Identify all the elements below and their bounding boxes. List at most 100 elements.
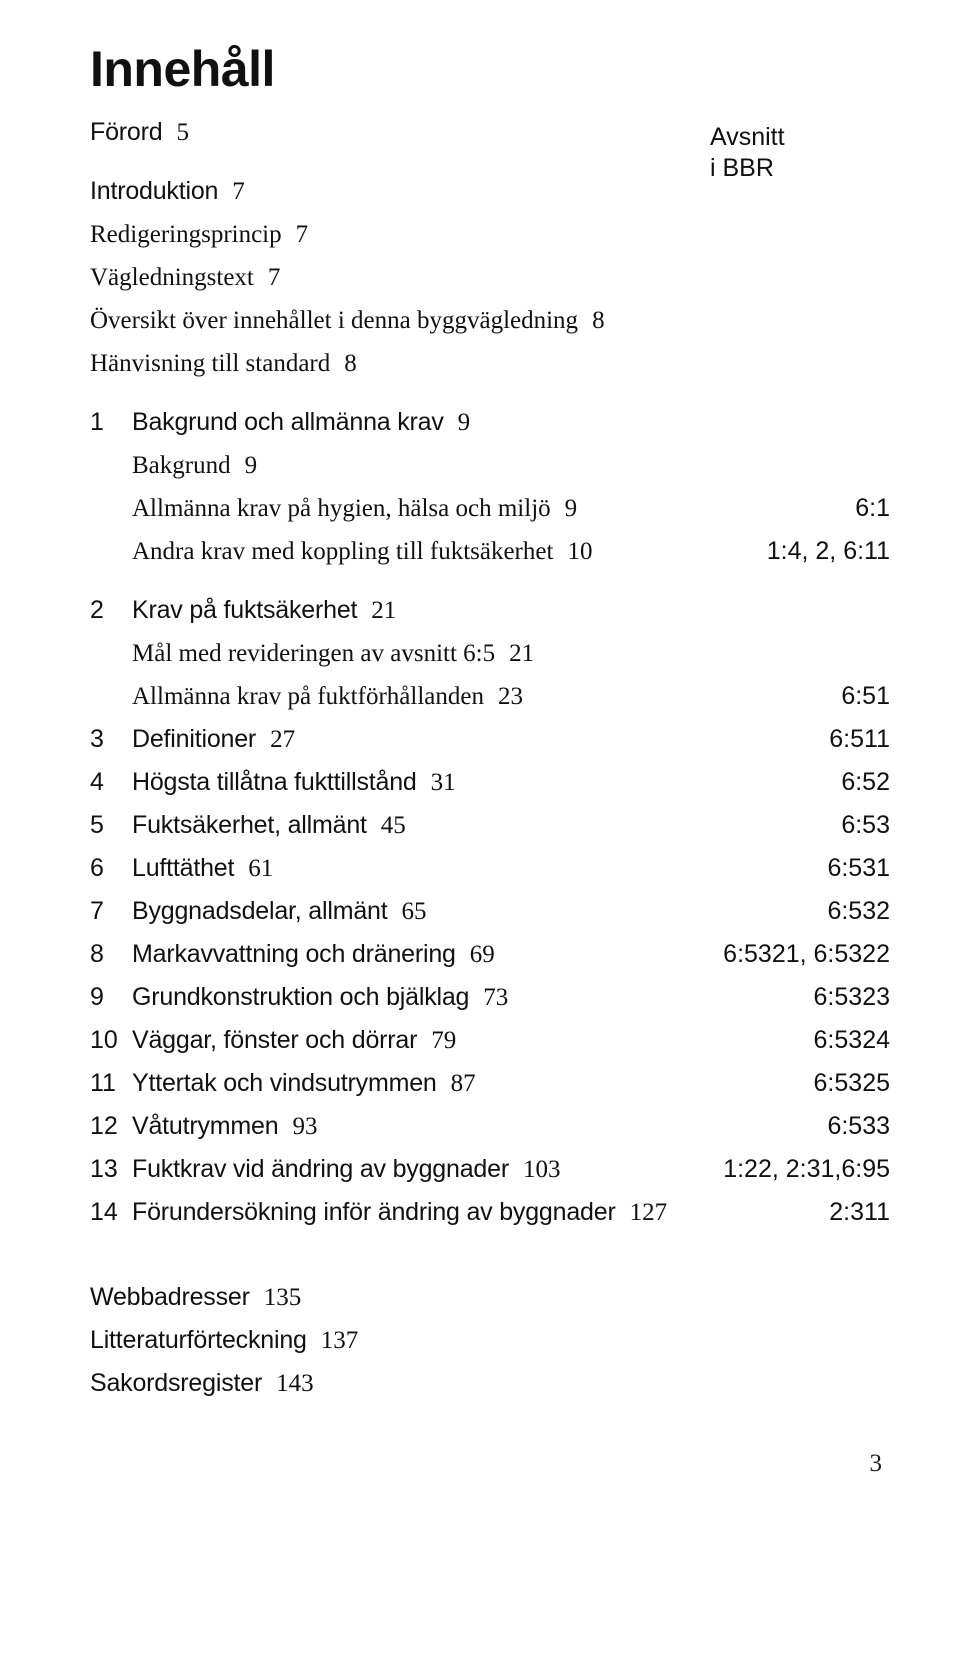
toc-row-label: Hänvisning till standard [90, 351, 344, 376]
toc-row: 13Fuktkrav vid ändring av byggnader1031:… [90, 1157, 890, 1182]
toc-row-number: 14 [90, 1200, 132, 1225]
toc-row-page: 10 [567, 539, 592, 564]
toc-row-page: 93 [292, 1114, 317, 1139]
toc-row-page: 7 [296, 222, 309, 247]
toc-row-bbr: 6:532 [811, 899, 890, 924]
toc-row-number: 5 [90, 813, 132, 838]
toc-row: 2Krav på fuktsäkerhet21 [90, 598, 890, 623]
toc-row-page: 87 [451, 1071, 476, 1096]
toc-row-bbr: 6:1 [839, 496, 890, 521]
toc-row: 9Grundkonstruktion och bjälklag736:5323 [90, 985, 890, 1010]
toc-row-number: 7 [90, 899, 132, 924]
toc-row-page: 8 [344, 351, 357, 376]
toc-row-bbr: 6:533 [811, 1114, 890, 1139]
toc-row-bbr: 6:52 [825, 770, 890, 795]
toc-row-label: Översikt över innehållet i denna byggväg… [90, 308, 592, 333]
toc-row-page: 143 [276, 1371, 314, 1396]
toc-page: Innehåll Avsnitt i BBR .Förord5.Introduk… [90, 40, 890, 1478]
toc-row: .Litteraturförteckning137 [90, 1328, 890, 1353]
toc-row-number: 11 [90, 1071, 132, 1096]
toc-row-page: 21 [509, 641, 534, 666]
column-header-line1: Avsnitt [710, 123, 785, 151]
toc-row-label: Högsta tillåtna fukttillstånd [132, 770, 431, 795]
toc-row-page: 27 [270, 727, 295, 752]
toc-row-label: Definitioner [132, 727, 270, 752]
toc-row-label: Byggnadsdelar, allmänt [132, 899, 402, 924]
toc-row-bbr: 6:53 [825, 813, 890, 838]
toc-row: .Vägledningstext7 [90, 265, 890, 290]
toc-row-label: Bakgrund [132, 453, 245, 478]
toc-row-label: Yttertak och vindsutrymmen [132, 1071, 451, 1096]
toc-row: .Redigeringsprincip7 [90, 222, 890, 247]
toc-row-bbr: 6:51 [825, 684, 890, 709]
toc-row-page: 9 [565, 496, 578, 521]
toc-row: 4Högsta tillåtna fukttillstånd316:52 [90, 770, 890, 795]
toc-row: 3Definitioner27 6:511 [90, 727, 890, 752]
toc-row-label: Litteraturförteckning [90, 1328, 321, 1353]
toc-row-label: Krav på fuktsäkerhet [132, 598, 371, 623]
toc-row: .Hänvisning till standard8 [90, 351, 890, 376]
toc-row-label: Förord [90, 120, 176, 145]
toc-row-label: Webbadresser [90, 1285, 264, 1310]
toc-row-label: Väggar, fönster och dörrar [132, 1028, 431, 1053]
toc-row-number: 10 [90, 1028, 132, 1053]
toc-row-bbr: 2:311 [813, 1200, 890, 1225]
toc-row: .Allmänna krav på fuktförhållanden236:51 [90, 684, 890, 709]
toc-row: 14Förundersökning inför ändring av byggn… [90, 1200, 890, 1225]
toc-row-label: Andra krav med koppling till fuktsäkerhe… [132, 539, 567, 564]
toc-row-page: 103 [523, 1157, 561, 1182]
page-number: 3 [90, 1450, 890, 1478]
toc-row-page: 137 [321, 1328, 359, 1353]
toc-row-number: 6 [90, 856, 132, 881]
toc-row: 11Yttertak och vindsutrymmen876:5325 [90, 1071, 890, 1096]
toc-row-bbr: 6:531 [811, 856, 890, 881]
toc-row-label: Förundersökning inför ändring av byggnad… [132, 1200, 630, 1225]
toc-row-page: 135 [264, 1285, 302, 1310]
toc-row-label: Mål med revideringen av avsnitt 6:5 [132, 641, 509, 666]
toc-row-label: Allmänna krav på fuktförhållanden [132, 684, 498, 709]
toc-row: .Sakordsregister143 [90, 1371, 890, 1396]
toc-row-label: Grundkonstruktion och bjälklag [132, 985, 483, 1010]
toc-row-page: 8 [592, 308, 605, 333]
toc-row-label: Fuktsäkerhet, allmänt [132, 813, 381, 838]
toc-row-page: 73 [483, 985, 508, 1010]
toc-row: 12Våtutrymmen936:533 [90, 1114, 890, 1139]
toc-row-page: 21 [371, 598, 396, 623]
toc-rows: .Förord5.Introduktion7.Redigeringsprinci… [90, 120, 890, 1396]
toc-row-page: 61 [248, 856, 273, 881]
toc-row: .Allmänna krav på hygien, hälsa och milj… [90, 496, 890, 521]
toc-row-label: Markavvattning och dränering [132, 942, 470, 967]
toc-row-number: 2 [90, 598, 132, 623]
toc-row: 10Väggar, fönster och dörrar796:5324 [90, 1028, 890, 1053]
toc-row-page: 7 [232, 179, 245, 204]
column-header: Avsnitt i BBR [710, 122, 785, 185]
toc-row-page: 45 [381, 813, 406, 838]
toc-row-bbr: 6:5324 [798, 1028, 890, 1053]
toc-row: 8Markavvattning och dränering696:5321, 6… [90, 942, 890, 967]
toc-row-number: 9 [90, 985, 132, 1010]
toc-row: 1Bakgrund och allmänna krav9 [90, 410, 890, 435]
toc-row: 7Byggnadsdelar, allmänt65 6:532 [90, 899, 890, 924]
toc-row: 5Fuktsäkerhet, allmänt45 6:53 [90, 813, 890, 838]
toc-row-bbr: 1:4, 2, 6:11 [751, 539, 890, 564]
toc-row-page: 69 [470, 942, 495, 967]
toc-row: .Mål med revideringen av avsnitt 6:521 [90, 641, 890, 666]
toc-row-page: 127 [630, 1200, 668, 1225]
toc-row-page: 65 [402, 899, 427, 924]
toc-row-label: Lufttäthet [132, 856, 248, 881]
toc-row-label: Redigeringsprincip [90, 222, 296, 247]
column-header-line2: i BBR [710, 154, 774, 182]
toc-row-label: Bakgrund och allmänna krav [132, 410, 458, 435]
page-title: Innehåll [90, 40, 890, 98]
toc-row-bbr: 6:511 [813, 727, 890, 752]
toc-row-bbr: 6:5321, 6:5322 [707, 942, 890, 967]
toc-row: .Webbadresser135 [90, 1285, 890, 1310]
toc-row-number: 12 [90, 1114, 132, 1139]
toc-row: 6Lufttäthet61 6:531 [90, 856, 890, 881]
toc-row-number: 3 [90, 727, 132, 752]
toc-row-number: 4 [90, 770, 132, 795]
toc-row-page: 9 [245, 453, 258, 478]
toc-row-page: 5 [176, 120, 189, 145]
toc-row-bbr: 1:22, 2:31,6:95 [707, 1157, 890, 1182]
toc-row-label: Introduktion [90, 179, 232, 204]
